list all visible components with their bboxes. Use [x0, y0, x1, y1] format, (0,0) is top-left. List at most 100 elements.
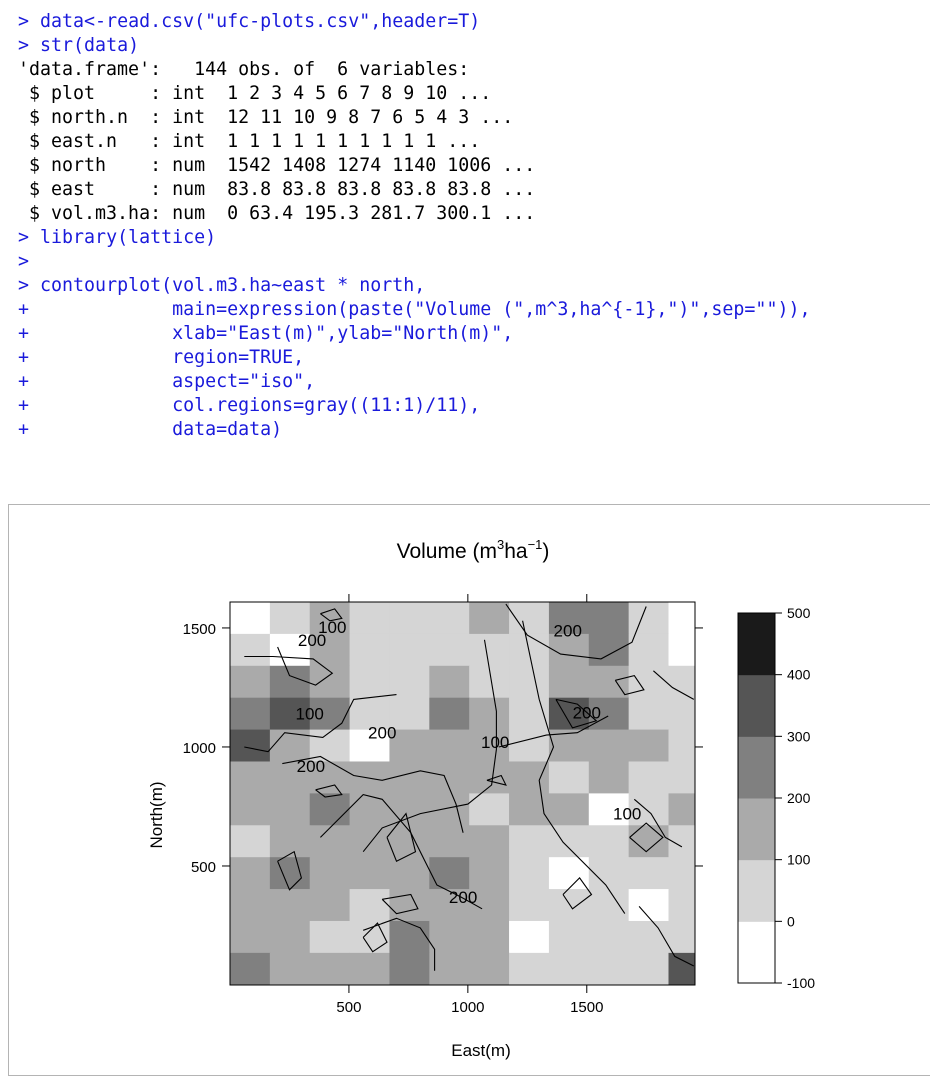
heatmap-cell — [389, 952, 430, 986]
heatmap-cell — [668, 920, 696, 954]
y-tick-label: 500 — [191, 859, 216, 876]
heatmap-cell — [389, 697, 430, 731]
contour-label: 100 — [481, 733, 509, 752]
console-output-line: $ east : num 83.8 83.8 83.8 83.8 83.8 ..… — [18, 178, 918, 202]
heatmap-cell — [269, 825, 311, 858]
console-prompt: > — [18, 227, 30, 248]
contour-line — [320, 608, 343, 622]
console-text: aspect="iso", — [40, 371, 316, 392]
heatmap-cell — [230, 633, 271, 667]
contour-line — [555, 698, 598, 729]
heatmap-cell — [389, 857, 430, 890]
contour-label: 100 — [613, 805, 641, 824]
heatmap-cell — [668, 793, 696, 826]
heatmap-cell — [588, 697, 630, 731]
contour-label: 100 — [318, 618, 346, 637]
color-key-label: 200 — [787, 790, 811, 806]
console-output-line: 'data.frame': 144 obs. of 6 variables: — [18, 58, 918, 82]
color-key-label: 400 — [787, 667, 811, 683]
console-input-line: + xlab="East(m)",ylab="North(m)", — [18, 322, 918, 346]
heatmap-cell — [469, 952, 510, 986]
axes: 500 1000 1500 500 1000 1500 — [183, 594, 703, 1016]
heatmap-cell — [509, 889, 550, 922]
heatmap-cell — [429, 793, 470, 826]
contour-label: 200 — [368, 724, 396, 743]
contour-line — [363, 917, 436, 971]
r-console: > data<-read.csv("ufc-plots.csv",header=… — [18, 10, 918, 442]
color-key-swatch — [738, 736, 775, 799]
heatmap-cell — [230, 825, 271, 858]
console-text: $ east : num 83.8 83.8 83.8 83.8 83.8 ..… — [18, 179, 536, 200]
heatmap-cell — [349, 857, 390, 890]
color-key-label: 100 — [787, 852, 811, 868]
color-key-swatch — [738, 921, 775, 984]
heatmap-cell — [628, 793, 670, 826]
heatmap-cell — [469, 697, 510, 731]
heatmap-cell — [349, 633, 390, 667]
heatmap-cell — [588, 793, 630, 826]
heatmap-cell — [628, 920, 670, 954]
heatmap-cell — [269, 889, 311, 922]
contour-label: 200 — [449, 888, 477, 907]
color-key-label: 500 — [787, 605, 811, 621]
heatmap-cell — [349, 889, 390, 922]
x-tick-label: 500 — [336, 999, 361, 1016]
console-text: $ plot : int 1 2 3 4 5 6 7 8 9 10 ... — [18, 83, 492, 104]
heatmap-cell — [349, 602, 390, 635]
console-text: contourplot(vol.m3.ha~east * north, — [40, 275, 426, 296]
heatmap-cell — [668, 697, 696, 731]
color-key: -100 0 100 200 300 400 500 — [737, 605, 815, 991]
heatmap-cell — [429, 952, 470, 986]
heatmap-cell — [389, 761, 430, 794]
heatmap-cell — [588, 889, 630, 922]
heatmap-cell — [429, 825, 470, 858]
heatmap-cell — [509, 761, 550, 794]
heatmap-cell — [389, 602, 430, 635]
heatmap-cell — [588, 602, 630, 635]
heatmap-cell — [548, 665, 590, 699]
console-input-line: + main=expression(paste("Volume (",m^3,h… — [18, 298, 918, 322]
contour-label: 200 — [573, 703, 601, 722]
heatmap-cell — [509, 825, 550, 858]
heatmap-cell — [269, 761, 311, 794]
console-text: xlab="East(m)",ylab="North(m)", — [40, 323, 514, 344]
contour-line — [282, 755, 464, 833]
heatmap-cell — [230, 729, 271, 762]
contour-line — [638, 906, 695, 967]
heatmap-cell — [588, 952, 630, 986]
heatmap-cell — [349, 825, 390, 858]
contour-line — [505, 603, 647, 660]
console-output-line: $ east.n : int 1 1 1 1 1 1 1 1 1 1 ... — [18, 130, 918, 154]
heatmap-cell — [269, 665, 311, 699]
heatmap-cell — [668, 952, 696, 986]
console-input-line: > — [18, 250, 918, 274]
console-prompt: + — [18, 395, 30, 416]
heatmap-cell — [588, 761, 630, 794]
heatmap-cell — [230, 952, 271, 986]
heatmap-cell — [429, 889, 470, 922]
console-prompt: > — [18, 35, 30, 56]
console-prompt: + — [18, 299, 30, 320]
heatmap-cell — [389, 889, 430, 922]
console-prompt: > — [18, 275, 30, 296]
color-key-swatch — [738, 859, 775, 922]
contour-label: 200 — [297, 757, 325, 776]
plot-window: Volume (m3ha−1) East(m) North(m) 100 200 1… — [8, 504, 930, 1076]
heatmap-cell — [628, 633, 670, 667]
heatmap-cell — [509, 793, 550, 826]
y-tick-label: 1000 — [183, 740, 216, 757]
contour-line — [386, 812, 417, 862]
console-text: $ vol.m3.ha: num 0 63.4 195.3 281.7 300.… — [18, 203, 536, 224]
heatmap-cell — [548, 793, 590, 826]
console-input-line: + region=TRUE, — [18, 346, 918, 370]
console-text: $ north : num 1542 1408 1274 1140 1006 .… — [18, 155, 536, 176]
console-prompt: + — [18, 371, 30, 392]
heatmap-cell — [269, 952, 311, 986]
chart-title: Volume (m3ha−1) — [397, 537, 550, 563]
contour-line — [653, 670, 695, 700]
heatmap-cell — [429, 857, 470, 890]
heatmap-cell — [469, 602, 510, 635]
heatmap-cell — [628, 952, 670, 986]
heatmap-cell — [509, 729, 550, 762]
heatmap-cell — [668, 729, 696, 762]
